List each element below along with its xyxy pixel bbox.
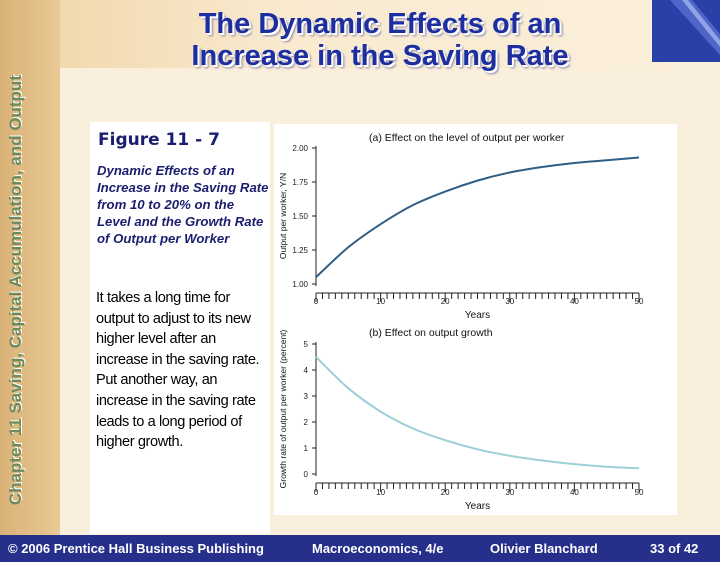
panel-b-x-tick-label: 10 bbox=[376, 488, 385, 497]
panel-a-y-tick-label: 1.25 bbox=[292, 246, 308, 255]
panel-b-x-tick-label: 50 bbox=[635, 488, 644, 497]
panel-a-x-label: Years bbox=[465, 310, 490, 321]
panel-a-y-tick-label: 1.00 bbox=[292, 280, 308, 289]
footer-copyright: © 2006 Prentice Hall Business Publishing bbox=[8, 541, 264, 556]
panel-a-y-tick-label: 1.75 bbox=[292, 178, 308, 187]
panel-b-y-label: Growth rate of output per worker (percen… bbox=[278, 329, 288, 488]
left-strip bbox=[0, 0, 60, 535]
title-line-1: The Dynamic Effects of an bbox=[198, 8, 562, 40]
panel-a-x-tick-label: 50 bbox=[635, 297, 644, 306]
panel-a-x-tick-label: 10 bbox=[376, 297, 385, 306]
panel-b-y-tick-label: 3 bbox=[304, 392, 309, 401]
panel-b-y-tick-label: 0 bbox=[304, 470, 309, 479]
panel-b-x-tick-label: 20 bbox=[441, 488, 450, 497]
figure-label: Figure 11 - 7 bbox=[98, 130, 220, 150]
panel-b-series-line bbox=[315, 356, 640, 470]
panel-b-title: (b) Effect on output growth bbox=[369, 327, 493, 339]
slide-title: The Dynamic Effects of an Increase in th… bbox=[100, 8, 660, 72]
panel-a-title: (a) Effect on the level of output per wo… bbox=[369, 132, 565, 144]
panel-a-y-tick-label: 1.50 bbox=[292, 212, 308, 221]
figure-caption: Dynamic Effects of an Increase in the Sa… bbox=[97, 163, 269, 246]
chart-svg: (a) Effect on the level of output per wo… bbox=[278, 132, 644, 512]
panel-a-y-label: Output per worker, Y/N bbox=[278, 173, 288, 259]
footer-bar: © 2006 Prentice Hall Business Publishing… bbox=[0, 535, 720, 562]
corner-logo bbox=[652, 0, 720, 62]
title-line-2: Increase in the Saving Rate bbox=[191, 40, 569, 72]
panel-b-x-label: Years bbox=[465, 501, 490, 512]
footer-page: 33 of 42 bbox=[650, 541, 699, 556]
panel-b-y-tick-label: 4 bbox=[304, 366, 309, 375]
footer-book: Macroeconomics, 4/e bbox=[312, 541, 444, 556]
panel-b-x-tick-label: 0 bbox=[314, 488, 319, 497]
chart-box: (a) Effect on the level of output per wo… bbox=[274, 124, 677, 515]
panel-a-series-line bbox=[315, 156, 640, 278]
panel-b-y-tick-label: 5 bbox=[304, 340, 309, 349]
panel-a-x-tick-label: 30 bbox=[505, 297, 514, 306]
panel-b-y-tick-label: 1 bbox=[304, 444, 309, 453]
panel-b-x-tick-label: 30 bbox=[505, 488, 514, 497]
footer-author: Olivier Blanchard bbox=[490, 541, 598, 556]
panel-a-x-tick-label: 20 bbox=[441, 297, 450, 306]
text-box: Figure 11 - 7 Dynamic Effects of an Incr… bbox=[90, 122, 270, 534]
panel-a-x-tick-label: 0 bbox=[314, 297, 319, 306]
panel-b-y-tick-label: 2 bbox=[304, 418, 309, 427]
body-text: It takes a long time for output to adjus… bbox=[96, 290, 260, 451]
panel-a-x-tick-label: 40 bbox=[570, 297, 579, 306]
panel-b-x-tick-label: 40 bbox=[570, 488, 579, 497]
chapter-side-text: Chapter 11 Saving, Capital Accumulation,… bbox=[6, 74, 25, 506]
panel-a-y-tick-label: 2.00 bbox=[292, 144, 308, 153]
